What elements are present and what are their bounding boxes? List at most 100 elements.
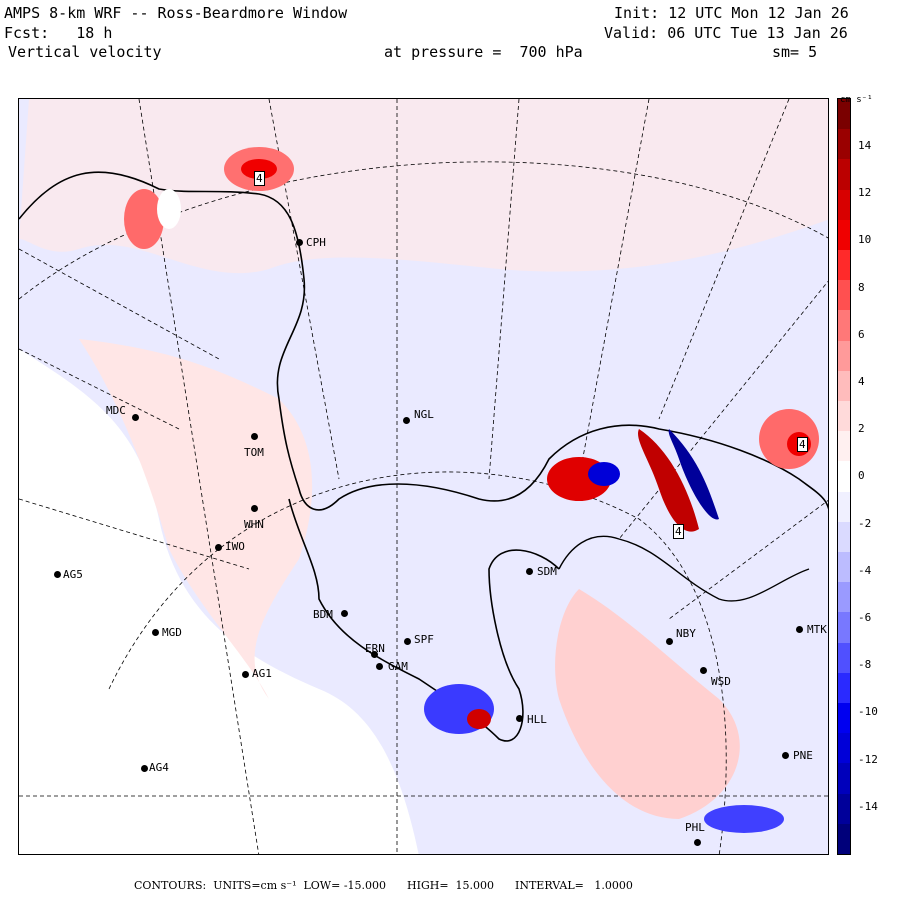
station-dot — [371, 651, 378, 658]
station-dot — [132, 414, 139, 421]
subsidence-band-east — [668, 429, 719, 520]
station-label: AG1 — [252, 667, 272, 680]
station-label: NBY — [676, 627, 696, 640]
ascent-band-east — [638, 429, 699, 532]
station-label: GAM — [388, 660, 408, 673]
colorbar-segment — [838, 521, 850, 553]
station-dot — [54, 571, 61, 578]
station-dot — [516, 715, 523, 722]
map-canvas — [19, 99, 828, 854]
ascent-core-north — [241, 159, 277, 179]
colorbar-tick-label: -10 — [858, 705, 878, 719]
station-label: WHN — [244, 518, 264, 531]
station-dot — [341, 610, 348, 617]
colorbar-segment — [838, 431, 850, 462]
subsidence-core-central — [588, 462, 620, 486]
station-label: PHL — [685, 821, 705, 834]
colorbar-tick-label: -6 — [858, 611, 872, 624]
weak-ascent-area-west — [79, 339, 313, 699]
valid-time: Valid: 06 UTC Tue 13 Jan 26 — [604, 24, 848, 42]
vertical-velocity-map: 4 4 4 CPH NGL MDC TOM WHN IWO AG5 SDM BD… — [18, 98, 829, 855]
extremum-marker: 4 — [673, 524, 684, 539]
colorbar-segment — [838, 552, 850, 583]
subsidence-max-southeast — [704, 805, 784, 833]
colorbar-tick-label: -4 — [858, 563, 872, 577]
station-label: SDM — [537, 565, 557, 578]
station-dot — [242, 671, 249, 678]
extremum-marker: 4 — [797, 437, 808, 452]
ascent-max-northwest — [124, 189, 164, 249]
colorbar-segment — [838, 310, 850, 342]
colorbar-tick-label: -2 — [858, 516, 872, 530]
station-label: AG4 — [149, 761, 169, 774]
extremum-marker: 4 — [254, 171, 265, 186]
coastline-grounding-line — [288, 498, 560, 742]
colorbar-tick-label: 12 — [858, 186, 872, 200]
colorbar-segment — [838, 733, 850, 764]
station-dot — [404, 638, 411, 645]
station-dot — [526, 568, 533, 575]
station-label: MGD — [162, 626, 182, 639]
colorbar-tick-label: 8 — [858, 280, 865, 294]
colorbar — [837, 98, 851, 855]
colorbar-segment — [838, 763, 850, 795]
station-dot — [215, 544, 222, 551]
station-label: CPH — [306, 236, 326, 249]
station-dot — [296, 239, 303, 246]
no-data-region — [19, 349, 419, 854]
colorbar-segment — [838, 159, 850, 191]
colorbar-segment — [838, 189, 850, 221]
forecast-hour: Fcst: 18 h — [4, 24, 113, 42]
station-dot — [141, 765, 148, 772]
field-name: Vertical velocity — [8, 43, 162, 61]
colorbar-segment — [838, 703, 850, 734]
colorbar-tick-label: 4 — [858, 375, 865, 388]
station-label: SPF — [414, 633, 434, 646]
station-dot — [376, 663, 383, 670]
station-label: TOM — [244, 446, 264, 459]
station-dot — [152, 629, 159, 636]
coastline-east — [558, 535, 810, 602]
colorbar-tick-label: 0 — [858, 469, 865, 483]
station-dot — [251, 505, 258, 512]
colorbar-segment — [838, 250, 850, 281]
colorbar-tick-label: 10 — [858, 233, 872, 247]
pressure-level: at pressure = 700 hPa — [384, 43, 583, 61]
station-dot — [666, 638, 673, 645]
colorbar-segment — [838, 280, 850, 311]
colorbar-tick-label: -12 — [858, 752, 878, 766]
station-dot — [251, 433, 258, 440]
station-label: HLL — [527, 713, 547, 726]
station-label: WSD — [711, 675, 731, 688]
contour-info: CONTOURS: UNITS=cm s⁻¹ LOW= -15.000 HIGH… — [134, 879, 633, 892]
station-label: AG5 — [63, 568, 83, 581]
colorbar-tick-label: -8 — [858, 658, 872, 672]
station-dot — [403, 417, 410, 424]
station-dot — [782, 752, 789, 759]
map-title: AMPS 8-km WRF -- Ross-Beardmore Window — [4, 4, 348, 22]
colorbar-tick-label: 14 — [858, 139, 872, 152]
subsidence-cell-northwest — [157, 189, 181, 229]
colorbar-segment — [838, 461, 850, 493]
colorbar-segment — [838, 672, 850, 704]
colorbar-segment — [838, 582, 850, 613]
station-label: IWO — [225, 540, 245, 553]
colorbar-units: cm s⁻¹ — [840, 95, 873, 105]
station-label: ERN — [365, 642, 385, 655]
weak-ascent-area-north — [19, 99, 828, 274]
colorbar-segment — [838, 491, 850, 523]
coastline-north — [19, 171, 828, 511]
colorbar-segment — [838, 793, 850, 825]
station-dot — [694, 839, 701, 846]
ascent-core-south — [467, 709, 491, 729]
station-label: BDM — [313, 608, 333, 621]
colorbar-segment — [838, 219, 850, 251]
station-label: MDC — [106, 404, 126, 417]
colorbar-segment — [838, 401, 850, 432]
colorbar-tick-label: -14 — [858, 799, 878, 813]
colorbar-tick-label: 2 — [858, 422, 865, 436]
colorbar-segment — [838, 642, 850, 674]
colorbar-segment — [838, 99, 850, 130]
colorbar-segment — [838, 340, 850, 372]
station-dot — [700, 667, 707, 674]
